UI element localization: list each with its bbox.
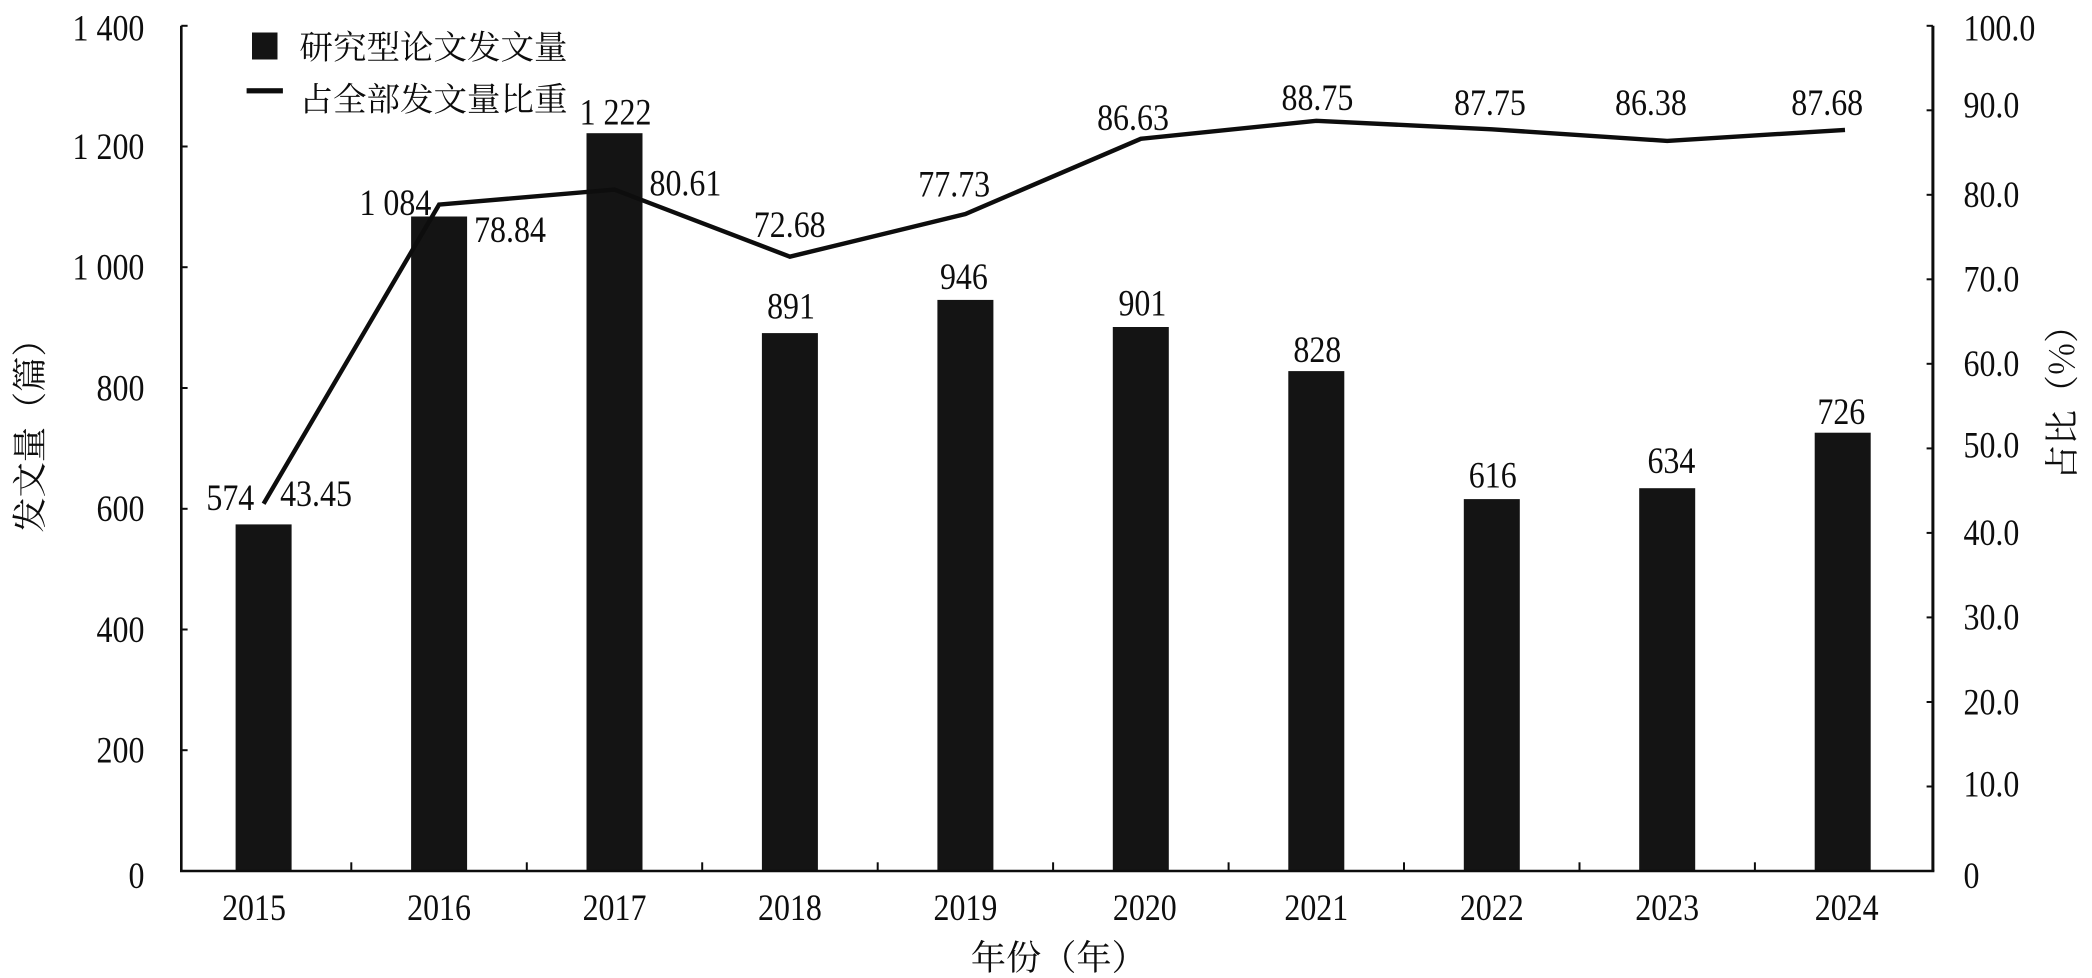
svg-text:40.0: 40.0 — [1964, 513, 2020, 553]
svg-text:72.68: 72.68 — [754, 205, 826, 245]
svg-text:1 222: 1 222 — [580, 93, 652, 133]
svg-text:1 084: 1 084 — [359, 183, 431, 223]
svg-text:2022: 2022 — [1460, 888, 1524, 928]
svg-text:87.68: 87.68 — [1791, 83, 1863, 123]
svg-text:78.84: 78.84 — [474, 210, 546, 250]
svg-text:2018: 2018 — [758, 888, 822, 928]
svg-text:828: 828 — [1293, 330, 1341, 370]
svg-text:77.73: 77.73 — [918, 165, 990, 205]
svg-text:2021: 2021 — [1284, 888, 1348, 928]
svg-text:10.0: 10.0 — [1964, 764, 2020, 804]
svg-text:0: 0 — [128, 856, 144, 896]
svg-text:50.0: 50.0 — [1964, 426, 2020, 466]
svg-text:0: 0 — [1964, 856, 1980, 896]
svg-text:86.38: 86.38 — [1615, 83, 1687, 123]
svg-text:726: 726 — [1817, 392, 1865, 432]
svg-text:88.75: 88.75 — [1281, 78, 1353, 118]
svg-text:2020: 2020 — [1113, 888, 1177, 928]
svg-text:2019: 2019 — [933, 888, 997, 928]
svg-text:1 400: 1 400 — [73, 9, 145, 49]
svg-text:634: 634 — [1647, 441, 1695, 481]
svg-text:70.0: 70.0 — [1964, 260, 2020, 300]
svg-text:200: 200 — [97, 731, 145, 771]
svg-text:60.0: 60.0 — [1964, 344, 2020, 384]
svg-text:100.0: 100.0 — [1964, 9, 2036, 49]
svg-text:2016: 2016 — [407, 888, 471, 928]
svg-text:80.0: 80.0 — [1964, 175, 2020, 215]
svg-text:90.0: 90.0 — [1964, 86, 2020, 126]
svg-text:400: 400 — [97, 610, 145, 650]
svg-text:800: 800 — [97, 368, 145, 408]
svg-text:574: 574 — [206, 478, 254, 518]
svg-text:891: 891 — [767, 287, 815, 327]
svg-text:2015: 2015 — [222, 888, 286, 928]
svg-text:946: 946 — [940, 257, 988, 297]
svg-text:901: 901 — [1118, 284, 1166, 324]
svg-text:86.63: 86.63 — [1097, 98, 1169, 138]
svg-text:616: 616 — [1469, 456, 1517, 496]
svg-text:43.45: 43.45 — [280, 474, 352, 514]
svg-text:80.61: 80.61 — [649, 164, 721, 204]
svg-text:1 000: 1 000 — [73, 248, 145, 288]
svg-text:20.0: 20.0 — [1964, 682, 2020, 722]
svg-text:30.0: 30.0 — [1964, 598, 2020, 638]
svg-text:2017: 2017 — [583, 888, 647, 928]
svg-text:87.75: 87.75 — [1454, 83, 1526, 123]
svg-text:2023: 2023 — [1635, 888, 1699, 928]
svg-text:1 200: 1 200 — [73, 127, 145, 167]
svg-text:600: 600 — [97, 489, 145, 529]
svg-text:2024: 2024 — [1815, 888, 1879, 928]
